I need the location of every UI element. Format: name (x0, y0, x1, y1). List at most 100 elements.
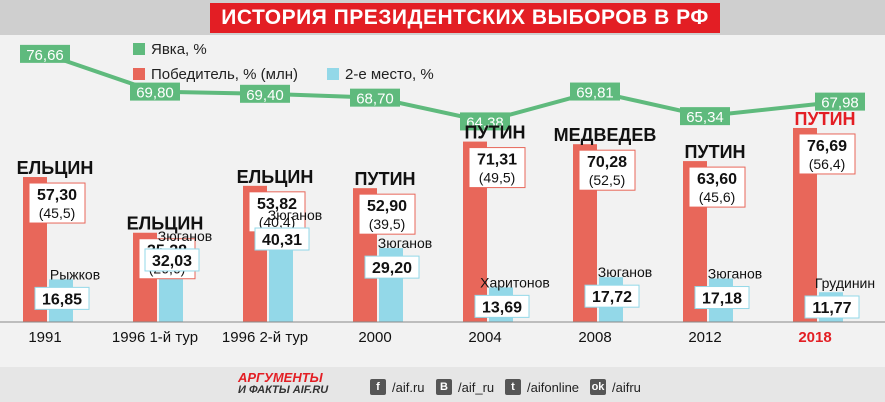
social-facebook[interactable]: f /aif.ru (370, 378, 425, 396)
winner-name-label: ПУТИН (794, 109, 855, 129)
turnout-point (570, 82, 620, 101)
winner-name-label: ЕЛЬЦИН (127, 214, 204, 234)
brand-line1: АРГУМЕНТЫ (238, 370, 323, 385)
runner-up-value-box (694, 286, 750, 310)
turnout-value-label: 69,80 (136, 85, 174, 102)
winner-value-label: 76,69 (807, 138, 847, 155)
turnout-value-label: 69,40 (246, 87, 284, 104)
turnout-point (815, 92, 865, 111)
winner-value-label: 71,31 (477, 152, 517, 169)
social-ok[interactable]: ok /aifru (590, 378, 641, 396)
runner-up-value-box (364, 255, 420, 279)
social-twitter[interactable]: t /aifonline (505, 378, 579, 396)
runner-up-value-box (254, 227, 310, 251)
winner-name-label: ПУТИН (684, 142, 745, 162)
runner-up-name-label: Харитонов (480, 274, 550, 290)
winner-value-label: 52,90 (367, 198, 407, 215)
labels-layer: 57,30(45,5)ЕЛЬЦИН16,85Рыжков35,28(26,6)Е… (17, 109, 875, 319)
social-facebook-handle: /aif.ru (392, 379, 425, 395)
winner-votes-label: (49,5) (479, 170, 516, 186)
x-tick-label: 2018 (798, 329, 831, 346)
winner-votes-label: (52,5) (589, 172, 626, 188)
chart-title: ИСТОРИЯ ПРЕЗИДЕНТСКИХ ВЫБОРОВ В РФ (221, 6, 709, 29)
legend-turnout-label: Явка, % (151, 41, 207, 58)
x-tick-label: 1996 1-й тур (112, 329, 198, 346)
winner-value-label: 63,60 (697, 171, 737, 188)
vk-icon: В (436, 379, 452, 395)
runner-up-name-label: Грудинин (815, 275, 875, 291)
winner-value-box (358, 193, 416, 235)
winner-value-box (468, 147, 526, 189)
turnout-value-label: 65,34 (686, 109, 724, 126)
legend-runner-up-swatch (327, 68, 339, 80)
winner-value-box (798, 133, 856, 175)
social-twitter-handle: /aifonline (527, 379, 580, 395)
runner-up-value-box (584, 284, 640, 308)
turnout-point (130, 82, 180, 101)
winner-votes-label: (40,4) (259, 214, 296, 230)
title-background (210, 3, 720, 33)
legend-winner-swatch (133, 68, 145, 80)
x-tick-label: 1991 (28, 329, 61, 346)
chart: Явка, % Победитель, % (млн) 2-е место, %… (0, 41, 885, 346)
social-vk[interactable]: В /aif_ru (436, 378, 494, 396)
runner-up-value-box (804, 295, 860, 319)
legend-runner-up-label: 2-е место, % (345, 66, 434, 83)
brand-logo: АРГУМЕНТЫ И ФАКТЫ AIF.RU (238, 370, 329, 396)
runner-up-value-label: 16,85 (42, 291, 82, 308)
ok-icon: ok (590, 379, 606, 395)
turnout-layer: 76,66 69,80 69,40 68,70 64,38 69,81 65,34 67,98 (20, 44, 865, 131)
runner-up-value-box (34, 286, 90, 310)
x-axis: 1991 1996 1-й тур 1996 2-й тур 2000 2004 2008… (0, 321, 885, 346)
brand-site: AIF.RU (292, 384, 329, 396)
winner-name-label: ПУТИН (354, 169, 415, 189)
turnout-value-label: 76,66 (26, 47, 64, 64)
social-ok-handle: /aifru (612, 379, 641, 395)
legend-turnout-swatch (133, 43, 145, 55)
x-tick-label: 1996 2-й тур (222, 329, 308, 346)
winner-value-box (578, 149, 636, 191)
legend: Явка, % Победитель, % (млн) 2-е место, % (133, 41, 434, 83)
x-tick-label: 2008 (578, 329, 611, 346)
turnout-point (240, 84, 290, 103)
runner-up-value-label: 17,18 (702, 291, 742, 308)
runner-up-value-label: 32,03 (152, 253, 192, 270)
runner-up-name-label: Зюганов (598, 264, 653, 280)
turnout-value-label: 68,70 (356, 91, 394, 108)
winner-value-box (688, 166, 746, 208)
winner-votes-label: (45,6) (699, 189, 736, 205)
runner-up-value-label: 29,20 (372, 260, 412, 277)
turnout-point (20, 44, 70, 63)
winner-value-box (248, 191, 306, 233)
turnout-point (460, 112, 510, 131)
turnout-value-label: 67,98 (821, 95, 859, 112)
runner-up-name-label: Рыжков (50, 266, 100, 282)
turnout-point (680, 107, 730, 126)
winner-name-label: МЕДВЕДЕВ (554, 125, 657, 145)
runner-up-value-box (144, 248, 200, 272)
winner-votes-label: (45,5) (39, 205, 76, 221)
runner-up-value-label: 11,77 (812, 300, 851, 317)
x-tick-label: 2004 (468, 329, 501, 346)
runner-up-name-label: Зюганов (378, 235, 433, 251)
runner-up-value-label: 40,31 (262, 232, 302, 249)
winner-votes-label: (39,5) (369, 216, 406, 232)
winner-votes-label: (56,4) (809, 156, 846, 172)
twitter-icon: t (505, 379, 521, 395)
turnout-value-label: 64,38 (466, 114, 504, 131)
legend-winner-label: Победитель, % (млн) (151, 66, 298, 83)
winner-name-label: ЕЛЬЦИН (17, 158, 94, 178)
winner-value-label: 57,30 (37, 187, 77, 204)
social-vk-handle: /aif_ru (458, 379, 495, 395)
winner-value-label: 70,28 (587, 154, 627, 171)
runner-up-value-label: 17,72 (592, 289, 632, 306)
turnout-point (350, 88, 400, 107)
brand-line2: И ФАКТЫ (238, 384, 290, 396)
winner-name-label: ЕЛЬЦИН (237, 167, 314, 187)
runner-up-name-label: Зюганов (708, 266, 763, 282)
x-tick-label: 2000 (358, 329, 391, 346)
runner-up-name-label: Зюганов (268, 207, 323, 223)
turnout-value-label: 69,81 (576, 85, 614, 102)
runner-up-value-box (474, 294, 530, 318)
